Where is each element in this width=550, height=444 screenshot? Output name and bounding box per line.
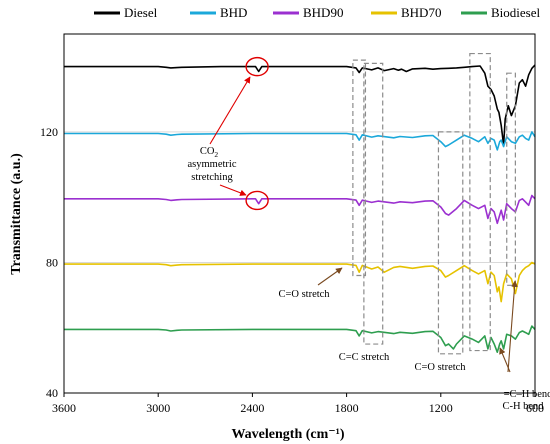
- x-tick-label: 3000: [146, 401, 170, 415]
- y-axis-title: Transmittance (a.u.): [9, 153, 24, 275]
- axes-layer: 40 80 120 3600 3000 2400 1800 1200 600: [40, 33, 544, 415]
- annotation-arrow: [507, 280, 518, 373]
- legend-layer: Diesel BHD BHD90 BHD70 Biodiesel: [94, 5, 540, 20]
- y-tick-label: 80: [46, 255, 58, 269]
- x-tick-label: 600: [526, 401, 544, 415]
- highlight-box: [506, 72, 516, 286]
- annotation-label: stretching: [191, 172, 233, 183]
- x-tick-label: 1800: [335, 401, 359, 415]
- series-line-bhd: [64, 131, 536, 151]
- y-tick-label: 120: [40, 125, 58, 139]
- annotation-label: C=O stretch: [278, 289, 330, 300]
- highlight-box: [363, 62, 384, 345]
- annotation-arrow: [499, 347, 511, 373]
- highlight-box: [352, 59, 367, 277]
- legend-label-bhd70: BHD70: [401, 5, 441, 20]
- legend-label-bhd90: BHD90: [303, 5, 343, 20]
- highlight-box: [469, 52, 491, 352]
- annotation-label: C=C stretch: [339, 352, 390, 363]
- x-tick-label: 3600: [52, 401, 76, 415]
- co2-marker-circle: [245, 56, 269, 77]
- series-line-bhd90: [64, 194, 536, 225]
- annotation-label: CO2: [200, 146, 219, 159]
- annotation-arrow: [219, 184, 247, 196]
- series-line-diesel: [64, 64, 536, 146]
- co2-marker-circle: [245, 190, 269, 211]
- annotation-label: asymmetric: [188, 159, 237, 170]
- legend-label-bhd: BHD: [220, 5, 247, 20]
- annotation-arrow: [209, 76, 251, 145]
- series-line-bhd70: [64, 261, 536, 303]
- annotation-label: C=O stretch: [414, 362, 466, 373]
- annotation-label: =C–H bend: [504, 389, 550, 400]
- plot-frame: [63, 33, 536, 394]
- legend-label-diesel: Diesel: [124, 5, 158, 20]
- x-tick-label: 2400: [240, 401, 264, 415]
- annotation-label-subscript: 2: [214, 150, 218, 159]
- series-layer: [64, 64, 536, 354]
- series-line-biodiesel: [64, 325, 536, 354]
- annotation-label: C-H bend: [502, 401, 544, 412]
- legend-label-biodiesel: Biodiesel: [491, 5, 540, 20]
- x-tick-label: 1200: [429, 401, 453, 415]
- y-tick-label: 40: [46, 386, 58, 400]
- annotation-label-part: CO: [200, 146, 215, 157]
- x-axis-title: Wavelength (cm⁻¹): [231, 427, 344, 442]
- highlight-box: [437, 131, 464, 355]
- annotation-arrow: [317, 267, 343, 286]
- grid-layer: [64, 131, 535, 394]
